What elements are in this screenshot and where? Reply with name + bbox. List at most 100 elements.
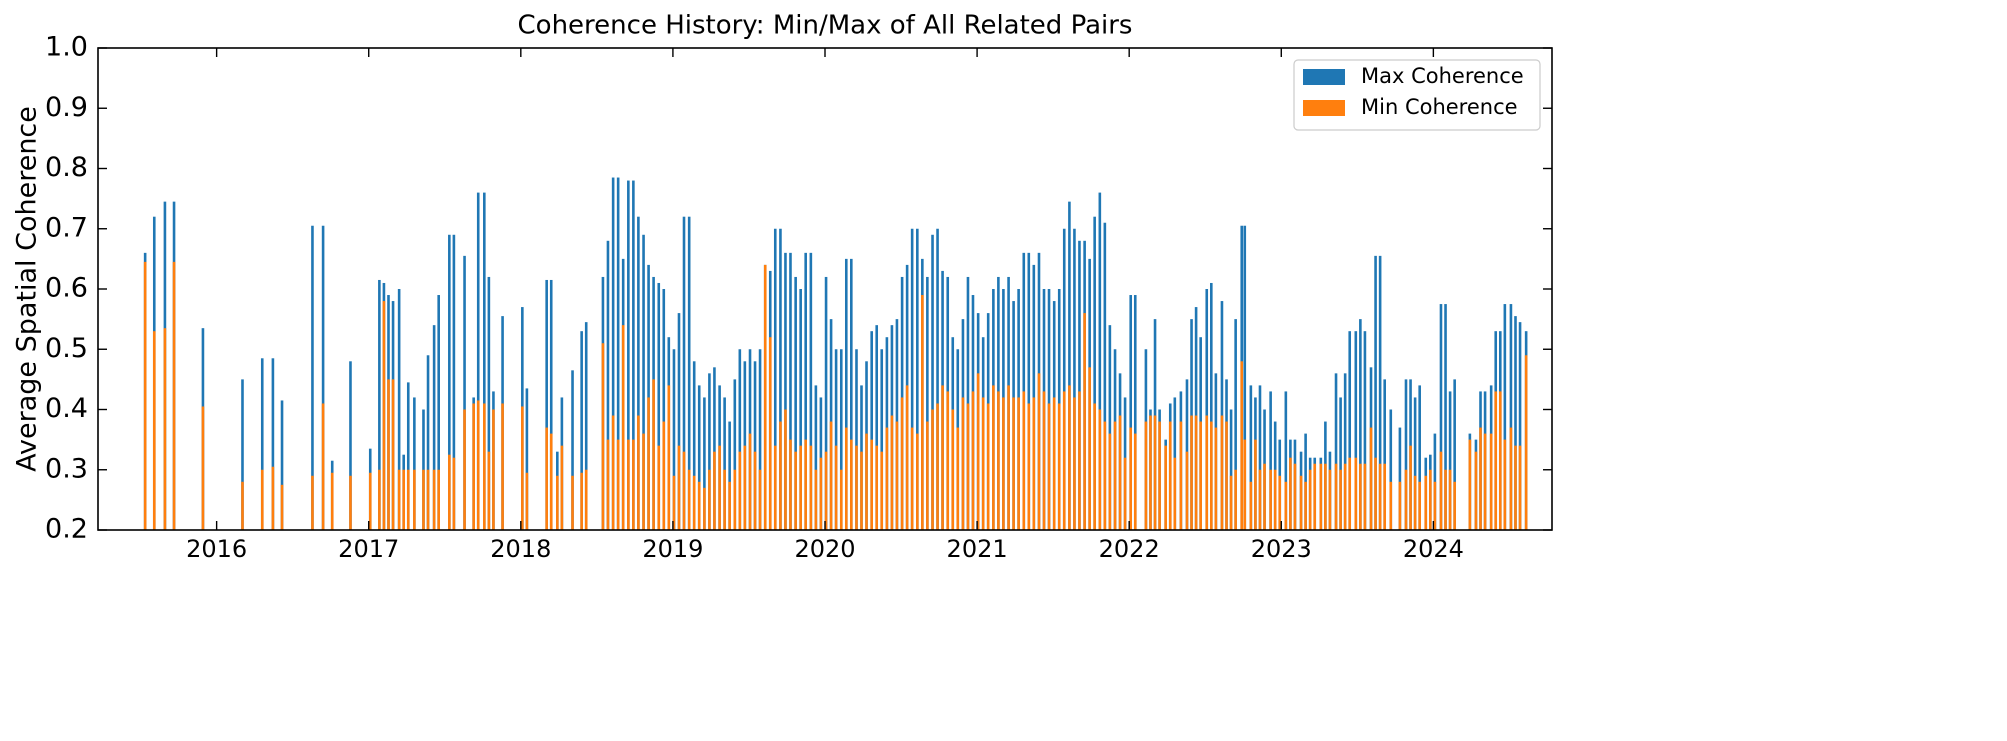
bar — [708, 373, 711, 530]
bar — [426, 469, 430, 530]
bar — [865, 433, 868, 530]
bar — [1374, 457, 1377, 530]
y-tick-label: 0.3 — [45, 453, 88, 484]
bar — [1479, 427, 1482, 530]
bar — [753, 361, 757, 530]
bar — [1234, 469, 1237, 530]
legend-swatch — [1303, 69, 1345, 85]
bar — [1133, 433, 1137, 530]
bar — [936, 403, 939, 530]
legend-box — [1293, 59, 1541, 131]
bar — [1118, 415, 1122, 530]
bar — [1328, 469, 1332, 530]
bar — [850, 258, 853, 530]
bar — [201, 406, 205, 530]
bar — [981, 397, 985, 530]
bar — [1489, 433, 1493, 530]
bar — [1103, 421, 1107, 530]
bar — [492, 409, 495, 530]
bar — [860, 451, 863, 530]
bar — [1098, 192, 1102, 530]
bar — [311, 475, 314, 530]
bar — [809, 252, 813, 530]
legend-label: Min Coherence — [1361, 95, 1518, 119]
bar — [723, 469, 726, 530]
bar — [992, 385, 995, 530]
bar — [692, 361, 696, 530]
bar — [784, 409, 787, 530]
bar — [804, 439, 807, 530]
bar — [829, 421, 833, 530]
bar — [905, 385, 909, 530]
bar — [1343, 463, 1347, 530]
bar — [580, 331, 583, 530]
bar — [476, 400, 480, 530]
bar — [773, 445, 777, 530]
bar — [662, 421, 666, 530]
bar — [406, 469, 410, 530]
bar — [1210, 282, 1213, 530]
bar — [855, 349, 858, 530]
bar — [271, 358, 275, 530]
bar — [413, 397, 416, 530]
x-tick-label: 2024 — [1403, 535, 1464, 563]
bar — [966, 403, 970, 530]
bar — [768, 337, 772, 530]
bar — [1062, 391, 1066, 530]
bar — [738, 451, 742, 530]
bar — [463, 409, 466, 530]
bar — [926, 276, 929, 530]
bar — [1439, 451, 1443, 530]
bar — [1448, 469, 1452, 530]
bar — [1369, 427, 1373, 530]
bar — [880, 451, 884, 530]
bar — [1324, 463, 1327, 530]
bar — [571, 370, 574, 530]
bar — [1269, 469, 1272, 530]
bar — [1194, 415, 1198, 530]
bar — [1078, 391, 1081, 530]
bar — [241, 379, 244, 530]
bar — [472, 403, 475, 530]
bar — [1073, 397, 1076, 530]
bar — [1108, 325, 1112, 530]
bar — [368, 472, 372, 530]
bar — [1439, 304, 1443, 530]
bar — [692, 475, 696, 530]
bar — [718, 445, 721, 530]
bar — [885, 427, 889, 530]
bar — [525, 388, 529, 530]
bar — [758, 469, 762, 530]
bar — [606, 240, 610, 531]
bar — [1413, 397, 1417, 530]
bar — [1062, 228, 1066, 530]
bar — [870, 331, 873, 530]
bar — [844, 258, 848, 530]
bar — [687, 469, 691, 530]
bar — [1378, 463, 1382, 530]
bar — [819, 457, 823, 530]
bar — [697, 385, 701, 530]
y-tick-label: 0.4 — [45, 393, 88, 424]
bar — [733, 469, 737, 530]
bar — [426, 355, 430, 530]
bar — [1258, 385, 1262, 530]
bar — [1518, 445, 1522, 530]
bar — [870, 439, 873, 530]
bar — [382, 301, 386, 530]
bar — [387, 379, 390, 530]
bar — [1022, 391, 1026, 530]
x-tick-label: 2021 — [947, 535, 1008, 563]
bar — [672, 349, 676, 530]
bar — [763, 264, 767, 530]
bar — [1052, 397, 1056, 530]
y-tick-label: 0.9 — [45, 92, 88, 123]
bar — [1103, 222, 1107, 530]
bar — [850, 439, 853, 530]
bar — [713, 367, 716, 530]
bar — [1129, 427, 1133, 530]
bar — [728, 481, 731, 530]
bar — [549, 279, 553, 530]
bar — [611, 415, 615, 530]
bar — [1383, 463, 1386, 530]
